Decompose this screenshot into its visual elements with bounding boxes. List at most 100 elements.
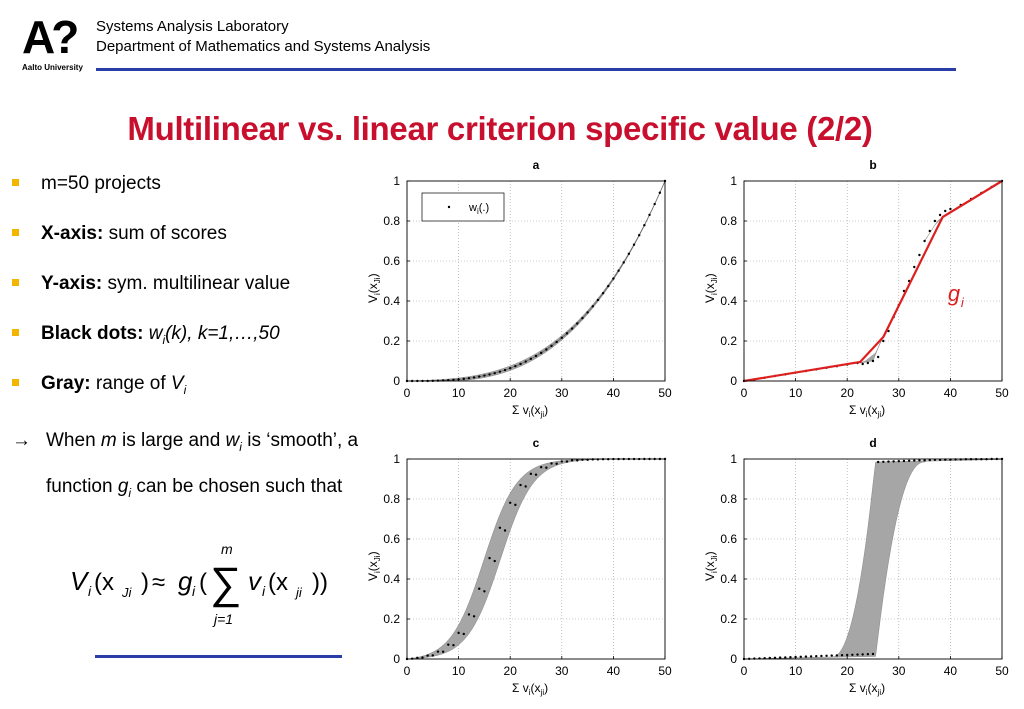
g-label-sub: i: [961, 295, 965, 310]
data-dot: [789, 656, 792, 659]
data-dot: [565, 460, 569, 463]
data-dot: [933, 219, 937, 223]
data-dot: [928, 229, 931, 233]
x-tick-label: 0: [404, 386, 411, 400]
data-dot: [498, 526, 502, 529]
x-tick-label: 0: [741, 386, 748, 400]
y-tick-label: 0.8: [383, 214, 400, 228]
data-dot: [570, 459, 574, 462]
arrow-w: w: [225, 430, 240, 451]
data-dot: [861, 362, 864, 366]
x-tick-label: 40: [607, 386, 621, 400]
formula-v-arg-sub: ji: [294, 585, 303, 600]
data-dot: [809, 655, 813, 658]
formula-V-arg-sub: Ji: [121, 585, 133, 600]
x-tick-label: 40: [944, 386, 958, 400]
y-tick-label: 0: [730, 652, 737, 666]
legend: wi(.): [421, 192, 505, 222]
data-dot: [944, 209, 947, 213]
arrow-text-1: When: [46, 430, 101, 451]
approximation-formula: V i (x Ji ) ≈ g i ( m ∑ j=1 v i (x ji )): [70, 541, 328, 627]
data-dot: [887, 329, 890, 333]
y-tick-label: 0.8: [720, 214, 737, 228]
data-dot: [773, 656, 777, 659]
formula-V-sub: i: [88, 583, 92, 599]
bullet-w-sub: i: [162, 332, 166, 347]
data-dot: [632, 243, 636, 246]
bullet-black-dots: Black dots: wi(k), k=1,…,50: [12, 322, 280, 352]
legend-label: wi(.): [468, 202, 489, 216]
data-dot: [866, 653, 870, 656]
bullet-bold: Gray:: [41, 373, 91, 394]
data-dot: [658, 191, 662, 194]
data-dot: [467, 613, 471, 616]
x-tick-label: 10: [789, 664, 803, 678]
data-dot: [524, 360, 527, 363]
y-tick-label: 0: [730, 374, 737, 388]
x-tick-label: 30: [892, 664, 906, 678]
data-dot: [565, 332, 569, 335]
formula-V-close: ): [141, 569, 149, 596]
y-tick-label: 0.6: [720, 532, 737, 546]
arrow-m: m: [100, 430, 117, 451]
formula-g: g: [178, 566, 193, 596]
data-dot: [498, 370, 502, 373]
data-dot: [478, 375, 481, 378]
data-dot: [416, 656, 419, 660]
data-dot: [835, 654, 839, 657]
data-dot: [514, 503, 517, 507]
data-dot: [586, 311, 589, 314]
data-dot: [431, 654, 434, 657]
x-tick-label: 50: [995, 664, 1009, 678]
data-dot: [892, 460, 895, 463]
x-tick-label: 0: [404, 664, 411, 678]
data-dot: [457, 631, 460, 635]
chart-title: b: [869, 158, 876, 172]
data-dot: [876, 460, 880, 464]
data-dot: [560, 460, 563, 463]
x-tick-label: 30: [555, 386, 569, 400]
plot-frame: [743, 458, 1003, 660]
data-dot: [840, 654, 844, 657]
x-tick-label: 50: [995, 386, 1009, 400]
data-dot: [627, 252, 631, 255]
bullet-mark: [12, 329, 19, 336]
bullet-mark: [12, 279, 19, 286]
data-dot: [871, 359, 875, 363]
bullet-projects: m=50 projects: [12, 172, 161, 196]
formula-approx: ≈: [152, 569, 165, 596]
data-dot: [918, 459, 921, 462]
y-tick-label: 0.2: [383, 612, 400, 626]
x-tick-label: 10: [452, 664, 466, 678]
x-tick-label: 30: [555, 664, 569, 678]
data-dot: [799, 655, 802, 658]
range-band: [924, 216, 943, 242]
data-dot: [897, 460, 900, 463]
data-dot: [851, 653, 854, 656]
data-dot: [447, 643, 450, 646]
bullet-w: w: [148, 323, 163, 344]
data-dot: [820, 654, 823, 658]
bullet-V: V: [170, 373, 184, 394]
data-dot: [467, 377, 471, 380]
x-tick-label: 0: [741, 664, 748, 678]
bullet-gray: Gray: range of Vi: [12, 372, 186, 402]
data-dot: [539, 466, 543, 469]
data-dot: [545, 348, 548, 351]
bullet-bold: X-axis:: [41, 223, 104, 244]
data-dot: [483, 590, 486, 593]
data-dot: [452, 378, 455, 382]
data-dot: [524, 485, 527, 488]
bullet-text: sum of scores: [103, 223, 227, 244]
x-tick-label: 40: [607, 664, 621, 678]
data-dot: [534, 354, 538, 358]
data-dot: [478, 587, 481, 590]
data-dot: [514, 364, 517, 368]
data-dot: [550, 344, 553, 348]
logo-mark: A?: [22, 11, 79, 63]
y-tick-label: 0.4: [720, 572, 737, 586]
y-axis-label: Vi(xJi): [703, 551, 719, 581]
x-tick-label: 30: [892, 386, 906, 400]
data-dot: [576, 459, 579, 462]
data-dot: [596, 298, 600, 302]
